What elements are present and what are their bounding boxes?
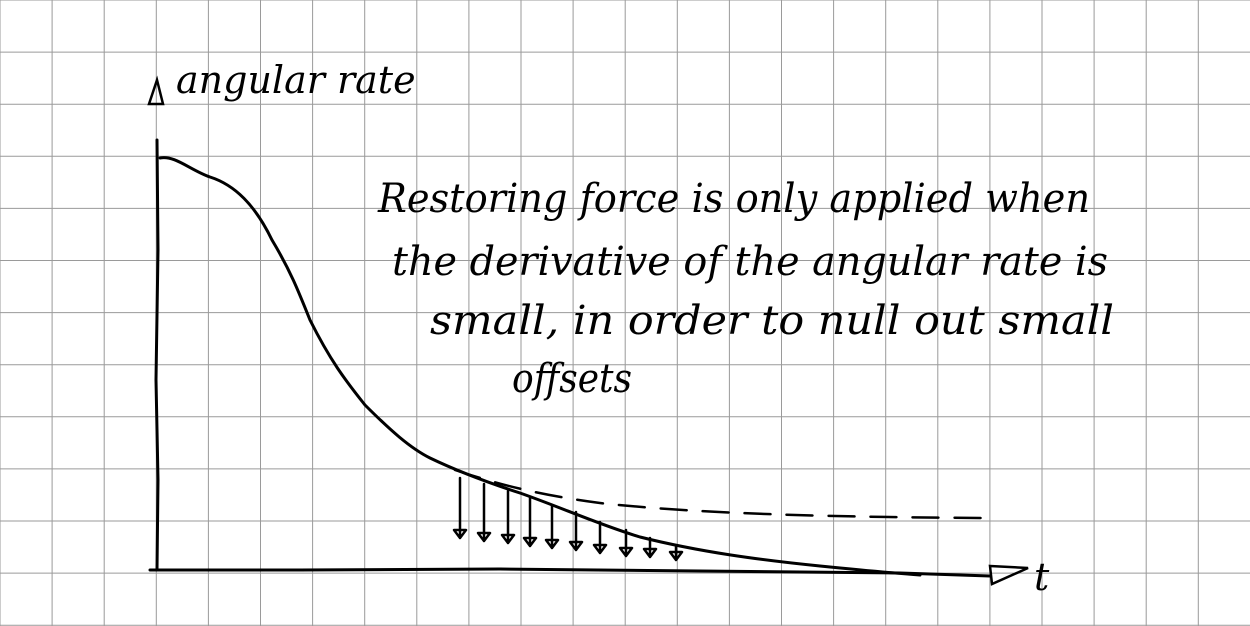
- annotation-text: Restoring force is only applied when the…: [377, 176, 1114, 402]
- down-arrow-icon: [522, 496, 538, 548]
- angular-rate-decay-curve: [158, 156, 922, 577]
- down-arrow-icon: [476, 482, 492, 543]
- down-arrow-icon: [568, 510, 584, 552]
- down-arrow-icon: [592, 520, 608, 555]
- restoring-force-arrows: [452, 476, 684, 562]
- y-axis-line: [154, 138, 160, 572]
- down-arrow-icon: [544, 503, 560, 550]
- down-arrow-icon: [500, 489, 516, 545]
- y-axis-label: angular rate: [176, 58, 416, 102]
- x-axis-arrowhead-icon: [988, 564, 1029, 586]
- down-arrow-icon: [452, 476, 468, 540]
- annotation-line-3: small, in order to null out small: [430, 298, 1114, 344]
- dashed-offset-curve: [453, 468, 987, 520]
- x-axis-label: t: [1034, 555, 1050, 599]
- down-arrow-icon: [618, 528, 634, 558]
- down-arrow-icon: [642, 536, 658, 559]
- down-arrow-icon: [668, 544, 684, 562]
- annotation-line-4: offsets: [512, 356, 632, 402]
- annotation-line-1: Restoring force is only applied when: [377, 176, 1090, 222]
- annotation-line-2: the derivative of the angular rate is: [392, 239, 1108, 285]
- y-axis-arrowhead-icon: [147, 75, 165, 106]
